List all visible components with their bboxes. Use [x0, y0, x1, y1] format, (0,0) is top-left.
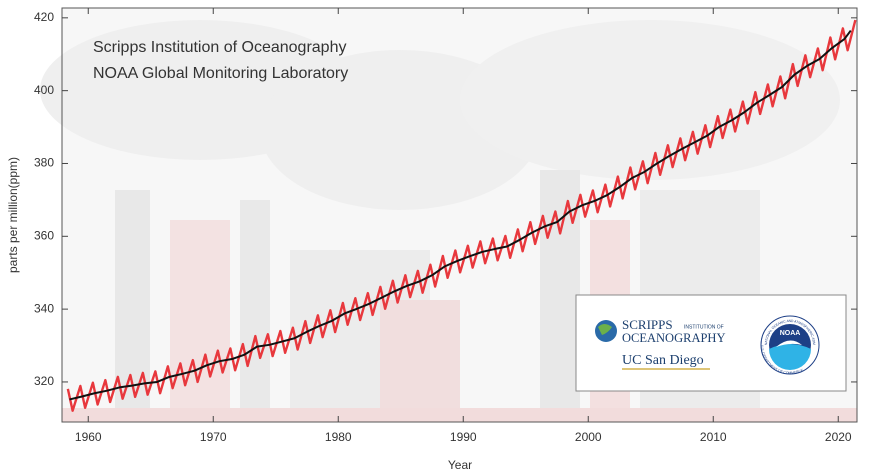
logo-text: OCEANOGRAPHY: [622, 331, 725, 345]
y-tick-label: 380: [34, 156, 54, 170]
title-line: Scripps Institution of Oceanography: [93, 39, 346, 56]
x-tick-label: 2010: [700, 430, 727, 444]
logo-text: UC San Diego: [622, 353, 704, 368]
x-tick-label: 2020: [825, 430, 852, 444]
page: Scripps Institution of Oceanography NOAA…: [0, 0, 873, 475]
x-tick-label: 1980: [325, 430, 352, 444]
y-tick-label: 400: [34, 83, 54, 97]
x-tick-label: 1960: [75, 430, 102, 444]
chart: Scripps Institution of Oceanography NOAA…: [0, 0, 873, 475]
y-tick-label: 360: [34, 228, 54, 242]
logo-text: SCRIPPS: [622, 317, 673, 332]
x-axis-label: Year: [448, 458, 472, 472]
y-axis-label: parts per million(ppm): [6, 157, 20, 273]
y-tick-label: 420: [34, 10, 54, 24]
logo-text: INSTITUTION OF: [684, 324, 724, 330]
y-tick-label: 320: [34, 374, 54, 388]
logo-text: NOAA: [780, 330, 801, 337]
x-tick-label: 1990: [450, 430, 477, 444]
x-tick-label: 2000: [575, 430, 602, 444]
title-line: NOAA Global Monitoring Laboratory: [93, 65, 348, 82]
y-tick-label: 340: [34, 301, 54, 315]
x-tick-label: 1970: [200, 430, 227, 444]
